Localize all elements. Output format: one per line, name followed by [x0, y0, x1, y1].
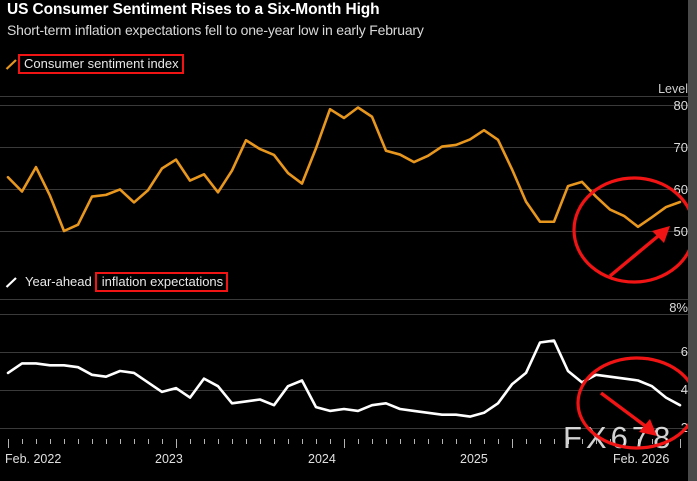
- legend-label-consumer-sentiment: Consumer sentiment index: [18, 54, 184, 74]
- ytick-top-1: 70: [673, 140, 688, 155]
- x-tick-minor: [484, 439, 485, 444]
- gridline-50: [0, 231, 688, 232]
- x-tick-minor: [232, 439, 233, 444]
- ytick-top-3: 50: [673, 224, 688, 239]
- xtick-label-4: Feb. 2026: [613, 452, 670, 466]
- orange-line-marker-icon: [5, 58, 18, 71]
- x-tick-major: [8, 439, 9, 448]
- x-tick-minor: [428, 439, 429, 444]
- x-tick-minor: [120, 439, 121, 444]
- x-tick-minor: [400, 439, 401, 444]
- x-tick-minor: [498, 439, 499, 444]
- ytick-bot-0: 8%: [669, 300, 688, 315]
- gridline-2pct: [0, 428, 688, 429]
- series-line-inflation-expectations: [6, 339, 682, 418]
- x-tick-minor: [568, 439, 569, 444]
- x-tick-minor: [330, 439, 331, 444]
- ytick-bot-3: 2: [680, 420, 688, 435]
- ytick-top-2: 60: [673, 182, 688, 197]
- x-tick-minor: [22, 439, 23, 444]
- x-tick-minor: [92, 439, 93, 444]
- x-tick-minor: [442, 439, 443, 444]
- x-tick-minor: [540, 439, 541, 444]
- x-tick-minor: [50, 439, 51, 444]
- series-line-consumer-sentiment: [6, 106, 682, 233]
- watermark: FX678: [563, 420, 675, 455]
- page-title: US Consumer Sentiment Rises to a Six-Mon…: [7, 1, 380, 18]
- gridline-4pct: [0, 390, 688, 391]
- gridline-60: [0, 189, 688, 190]
- legend-consumer-sentiment: Consumer sentiment index: [5, 54, 184, 74]
- gridline-70: [0, 147, 688, 148]
- gridline-bot-border: [0, 299, 688, 300]
- x-tick-minor: [372, 439, 373, 444]
- chart-consumer-sentiment: [0, 96, 688, 264]
- legend-label-inflation-expectations: inflation expectations: [94, 272, 229, 292]
- x-tick-minor: [64, 439, 65, 444]
- x-tick-minor: [190, 439, 191, 444]
- xtick-label-0: Feb. 2022: [5, 452, 62, 466]
- gridline-6pct: [0, 352, 688, 353]
- x-tick-major: [176, 439, 177, 448]
- ytick-top-0: 80: [673, 98, 688, 113]
- right-edge-strip: [688, 0, 697, 481]
- xtick-label-2: 2024: [308, 452, 336, 466]
- legend-inflation-expectations: Year-ahead inflation expectations: [5, 272, 229, 292]
- x-tick-minor: [246, 439, 247, 444]
- x-tick-minor: [106, 439, 107, 444]
- x-tick-minor: [386, 439, 387, 444]
- gridline-top-border: [0, 96, 688, 97]
- x-tick-minor: [148, 439, 149, 444]
- axis-caption-level: Level: [658, 82, 688, 96]
- x-tick-minor: [470, 439, 471, 444]
- x-tick-major: [512, 439, 513, 448]
- gridline-80: [0, 105, 688, 106]
- x-tick-minor: [274, 439, 275, 444]
- x-tick-minor: [302, 439, 303, 444]
- x-tick-minor: [204, 439, 205, 444]
- x-tick-minor: [218, 439, 219, 444]
- xtick-label-3: 2025: [460, 452, 488, 466]
- x-tick-minor: [36, 439, 37, 444]
- x-tick-minor: [162, 439, 163, 444]
- legend-label-year-ahead: Year-ahead: [25, 274, 92, 289]
- ytick-bot-2: 4: [680, 382, 688, 397]
- x-tick-minor: [414, 439, 415, 444]
- x-tick-minor: [288, 439, 289, 444]
- white-line-marker-icon: [5, 276, 18, 289]
- x-tick-minor: [134, 439, 135, 444]
- x-tick-minor: [358, 439, 359, 444]
- x-tick-minor: [456, 439, 457, 444]
- page-subtitle: Short-term inflation expectations fell t…: [7, 22, 424, 38]
- x-tick-minor: [260, 439, 261, 444]
- x-tick-minor: [316, 439, 317, 444]
- x-tick-minor: [526, 439, 527, 444]
- x-tick-major: [344, 439, 345, 448]
- x-tick-major: [680, 439, 681, 448]
- x-axis-labels: Feb. 2022 2023 2024 2025 Feb. 2026: [0, 452, 697, 472]
- chart-inflation-expectations: [0, 299, 688, 439]
- x-tick-minor: [78, 439, 79, 444]
- ytick-bot-1: 6: [680, 344, 688, 359]
- xtick-label-1: 2023: [155, 452, 183, 466]
- x-tick-minor: [554, 439, 555, 444]
- gridline-8pct: [0, 314, 688, 315]
